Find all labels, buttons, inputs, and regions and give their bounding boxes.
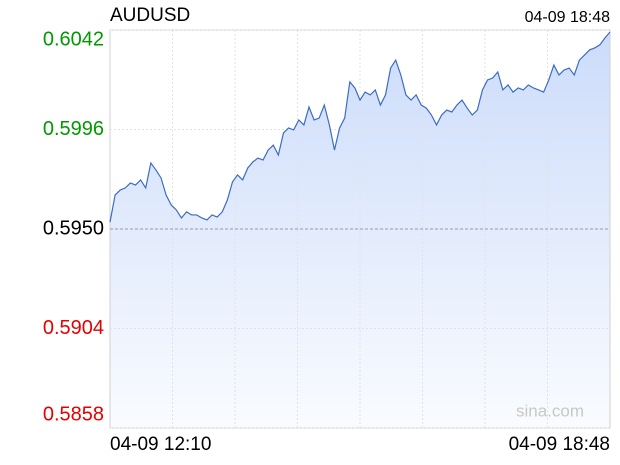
timestamp: 04-09 18:48 [525, 9, 611, 26]
y-tick-label: 0.5858 [43, 403, 104, 425]
y-tick-label: 0.5950 [43, 217, 104, 239]
chart-title: AUDUSD [110, 5, 190, 26]
price-line [109, 31, 611, 223]
x-tick-label: 04-09 18:48 [509, 434, 610, 455]
watermark: sina.com [516, 401, 584, 420]
y-tick-label: 0.5904 [43, 317, 104, 339]
y-tick-label: 0.5996 [43, 118, 104, 140]
x-tick-label: 04-09 12:10 [110, 434, 211, 455]
y-tick-label: 0.6042 [43, 28, 104, 50]
